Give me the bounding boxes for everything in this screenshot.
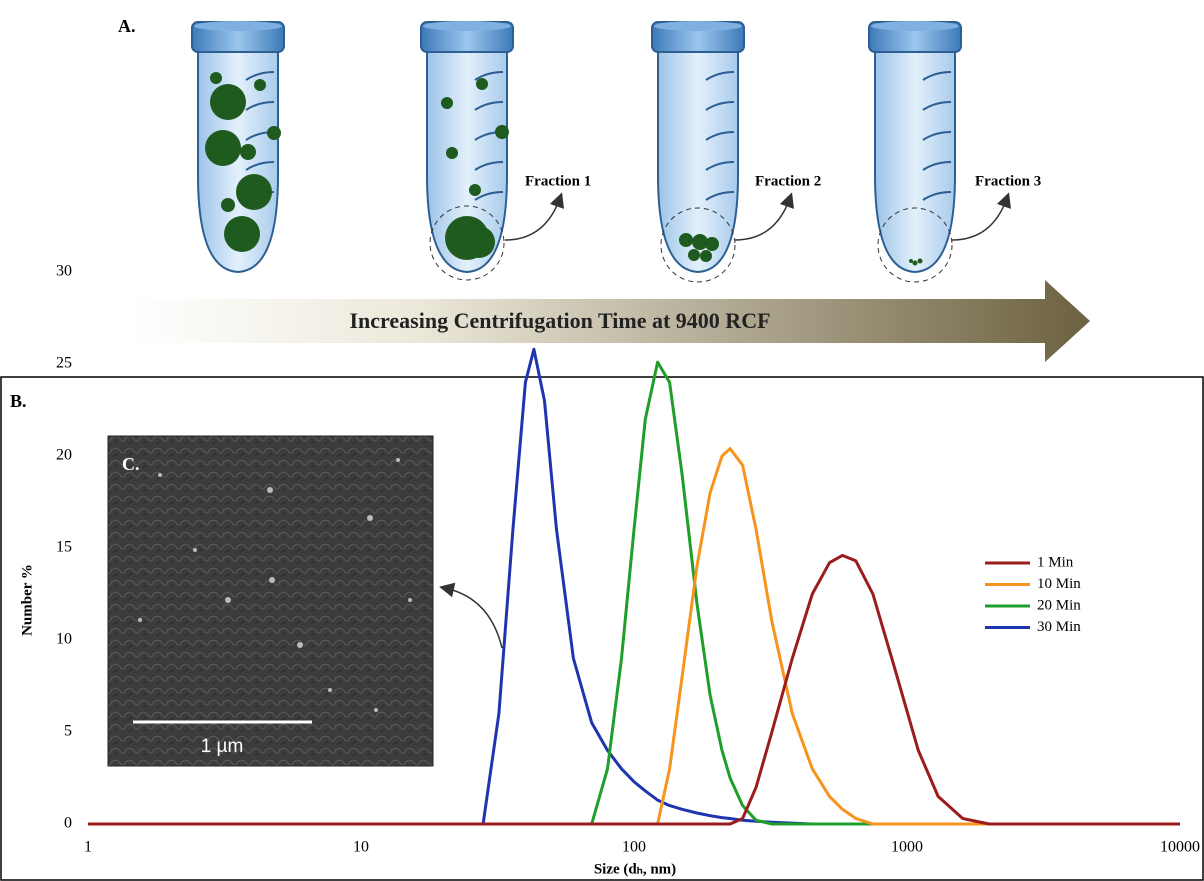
fraction-arrows bbox=[504, 192, 1012, 241]
y-tick-label: 10 bbox=[56, 631, 72, 648]
fraction-label: Fraction 2 bbox=[755, 173, 821, 189]
y-tick-label: 20 bbox=[56, 447, 72, 464]
time-arrow bbox=[130, 280, 1090, 362]
y-tick-label: 0 bbox=[64, 815, 72, 832]
x-tick-label: 1000 bbox=[891, 839, 923, 856]
legend-label: 30 Min bbox=[1037, 619, 1081, 635]
legend-label: 10 Min bbox=[1037, 576, 1081, 592]
sem-image bbox=[107, 435, 434, 767]
x-tick-label: 100 bbox=[622, 839, 646, 856]
tube bbox=[191, 20, 285, 273]
x-tick-label: 10000 bbox=[1160, 839, 1200, 856]
panel-label: A. bbox=[118, 16, 136, 36]
legend-label: 1 Min bbox=[1037, 554, 1074, 570]
tube bbox=[420, 20, 514, 281]
fraction-label: Fraction 1 bbox=[525, 173, 591, 189]
tube bbox=[651, 20, 745, 283]
panel-label: B. bbox=[10, 391, 27, 411]
panel-frame bbox=[0, 376, 1204, 881]
arrow-text: Increasing Centrifugation Time at 9400 R… bbox=[349, 308, 770, 333]
y-tick-label: 30 bbox=[56, 263, 72, 280]
x-tick-label: 10 bbox=[353, 839, 369, 856]
scale-bar-label: 1 µm bbox=[201, 736, 244, 757]
y-tick-label: 5 bbox=[64, 723, 72, 740]
legend-label: 20 Min bbox=[1037, 597, 1081, 613]
inset-label: C. bbox=[122, 454, 140, 474]
tube bbox=[868, 20, 962, 283]
y-tick-label: 15 bbox=[56, 539, 72, 556]
x-axis-label: Size (dₕ, nm) bbox=[594, 861, 676, 877]
y-axis-label: Number % bbox=[19, 564, 35, 636]
plot: 0 5 10 15 20 25 30 1 10 100 1000 10000 1 Min 10 Min 20… bbox=[56, 263, 1200, 856]
fraction-label: Fraction 3 bbox=[975, 173, 1041, 189]
series-line bbox=[88, 553, 1180, 826]
y-tick-label: 25 bbox=[56, 355, 72, 372]
sem-particles bbox=[138, 458, 412, 712]
x-tick-label: 1 bbox=[84, 839, 92, 856]
inset-arrow bbox=[439, 582, 503, 649]
